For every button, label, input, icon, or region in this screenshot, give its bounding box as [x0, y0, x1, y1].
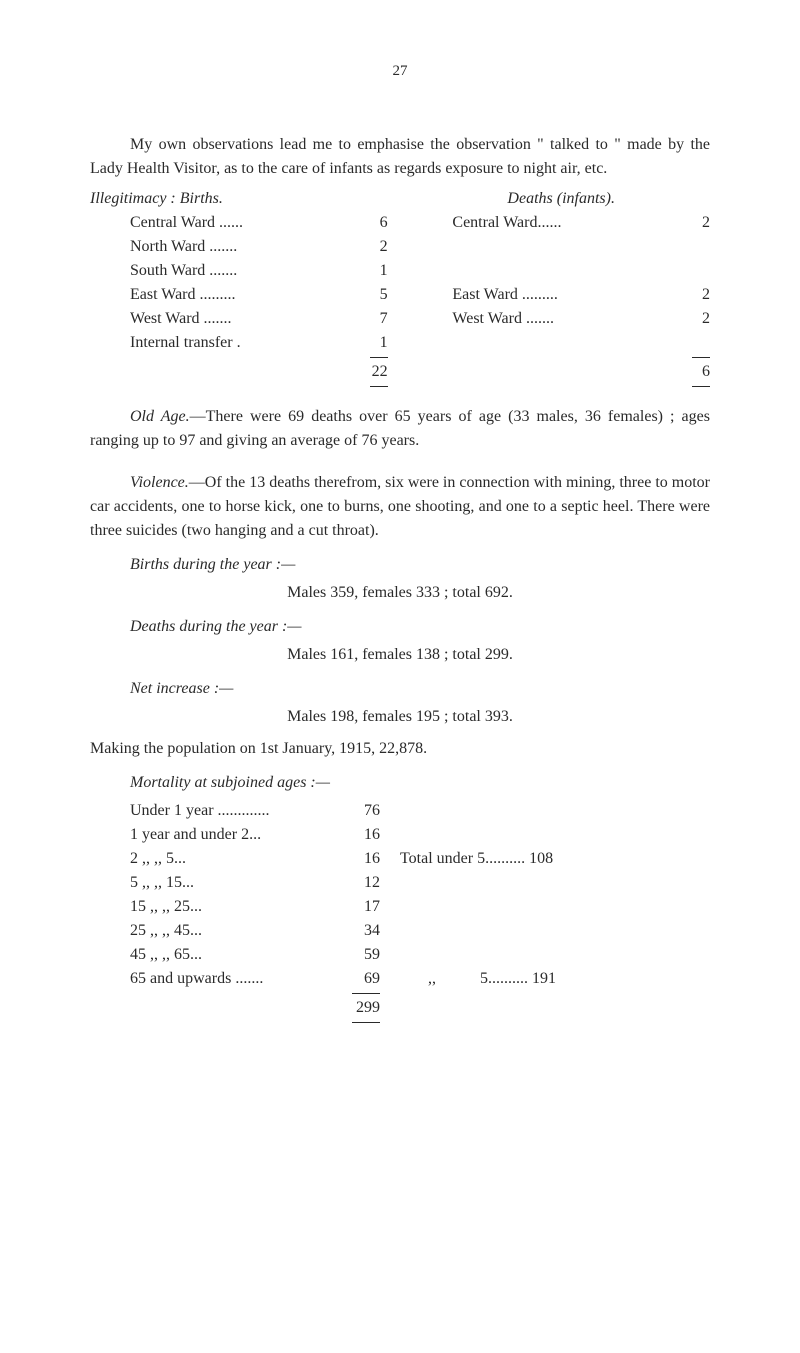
ward-label: Internal transfer . [130, 331, 358, 355]
mortality-table: Under 1 year ............. 76 1 year and… [90, 799, 710, 1023]
table-row [412, 259, 710, 283]
age-value: 59 [340, 943, 380, 967]
ward-value: 2 [680, 283, 710, 307]
illegitimacy-table: Illegitimacy : Births. Central Ward ....… [90, 187, 710, 387]
table-row: West Ward ....... 7 [90, 307, 388, 331]
table-row: Under 1 year ............. 76 [130, 799, 710, 823]
ward-value: 7 [358, 307, 388, 331]
age-value: 16 [340, 847, 380, 871]
table-row [412, 331, 710, 355]
deaths-heading: Deaths (infants). [412, 187, 710, 211]
sum-divider [412, 355, 710, 360]
table-row: East Ward ......... 5 [90, 283, 388, 307]
deaths-year-head: Deaths during the year :— [90, 615, 710, 639]
old-age-paragraph: Old Age.—There were 69 deaths over 65 ye… [90, 405, 710, 453]
deaths-column: Deaths (infants). Central Ward...... 2 E… [412, 187, 710, 387]
age-label: Under 1 year ............. [130, 799, 340, 823]
sum-divider [130, 1020, 380, 1023]
table-row: West Ward ....... 2 [412, 307, 710, 331]
births-column: Illegitimacy : Births. Central Ward ....… [90, 187, 388, 387]
age-extra: ,, 5.......... 191 [380, 967, 556, 991]
table-row: South Ward ....... 1 [90, 259, 388, 283]
table-row: Central Ward...... 2 [412, 211, 710, 235]
net-increase-line: Males 198, females 195 ; total 393. [90, 705, 710, 729]
age-value: 69 [340, 967, 380, 991]
violence-paragraph: Violence.—Of the 13 deaths therefrom, si… [90, 471, 710, 543]
age-label: 25 ,, ,, 45... [130, 919, 340, 943]
table-row: North Ward ....... 2 [90, 235, 388, 259]
age-label: 5 ,, ,, 15... [130, 871, 340, 895]
age-label: 15 ,, ,, 25... [130, 895, 340, 919]
sum-divider [90, 384, 388, 387]
ward-label: West Ward ....... [452, 307, 680, 331]
age-value: 16 [340, 823, 380, 847]
births-year-head: Births during the year :— [90, 553, 710, 577]
ward-label: South Ward ....... [130, 259, 358, 283]
ward-value: 1 [358, 331, 388, 355]
violence-lead: Violence. [130, 474, 189, 491]
population-line: Making the population on 1st January, 19… [90, 737, 710, 761]
table-row: East Ward ......... 2 [412, 283, 710, 307]
intro-paragraph: My own observations lead me to emphasise… [90, 133, 710, 181]
ward-label: East Ward ......... [130, 283, 358, 307]
ward-label: North Ward ....... [130, 235, 358, 259]
sum-divider [90, 355, 388, 360]
table-row: Central Ward ...... 6 [90, 211, 388, 235]
age-label: 65 and upwards ....... [130, 967, 340, 991]
table-row: 5 ,, ,, 15... 12 [130, 871, 710, 895]
table-row: 2 ,, ,, 5... 16 Total under 5.......... … [130, 847, 710, 871]
ward-label: West Ward ....... [130, 307, 358, 331]
births-heading: Illegitimacy : Births. [90, 187, 388, 211]
table-row: 25 ,, ,, 45... 34 [130, 919, 710, 943]
net-increase-head: Net increase :— [90, 677, 710, 701]
table-row [412, 235, 710, 259]
table-row: 65 and upwards ....... 69 ,, 5..........… [130, 967, 710, 991]
age-value: 76 [340, 799, 380, 823]
ward-value: 2 [358, 235, 388, 259]
age-label: 2 ,, ,, 5... [130, 847, 340, 871]
deaths-year-line: Males 161, females 138 ; total 299. [90, 643, 710, 667]
ward-value: 5 [358, 283, 388, 307]
births-total: 22 [90, 360, 388, 384]
ward-value: 6 [358, 211, 388, 235]
page-number: 27 [90, 60, 710, 83]
deaths-total: 6 [412, 360, 710, 384]
table-row: 1 year and under 2... 16 [130, 823, 710, 847]
ward-label: Central Ward...... [452, 211, 680, 235]
mortality-head: Mortality at subjoined ages :— [90, 771, 710, 795]
ward-value: 2 [680, 307, 710, 331]
age-label: 45 ,, ,, 65... [130, 943, 340, 967]
age-value: 12 [340, 871, 380, 895]
ward-label: East Ward ......... [452, 283, 680, 307]
age-label: 1 year and under 2... [130, 823, 340, 847]
ward-value: 2 [680, 211, 710, 235]
table-row: 15 ,, ,, 25... 17 [130, 895, 710, 919]
table-row: 45 ,, ,, 65... 59 [130, 943, 710, 967]
births-year-line: Males 359, females 333 ; total 692. [90, 581, 710, 605]
sum-divider [412, 384, 710, 387]
age-extra: Total under 5.......... 108 [380, 847, 553, 871]
ward-value: 1 [358, 259, 388, 283]
old-age-lead: Old Age. [130, 408, 190, 425]
ward-label: Central Ward ...... [130, 211, 358, 235]
age-value: 34 [340, 919, 380, 943]
age-value: 17 [340, 895, 380, 919]
mortality-total: 299 [130, 996, 380, 1020]
table-row: Internal transfer . 1 [90, 331, 388, 355]
